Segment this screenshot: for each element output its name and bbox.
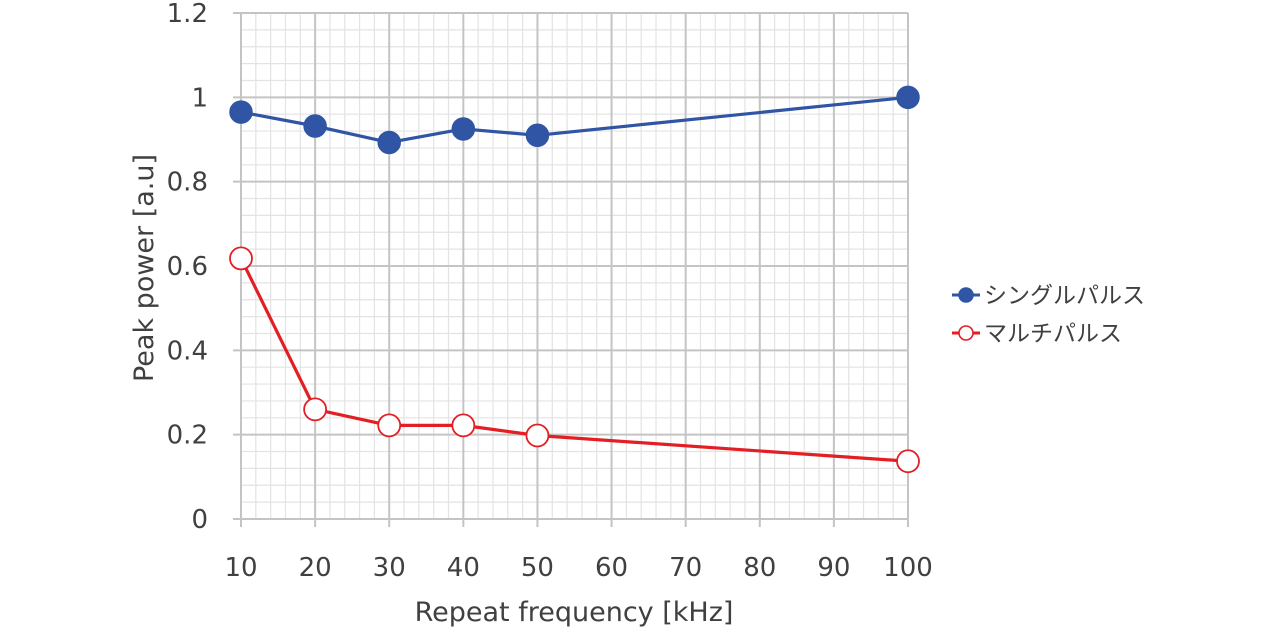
data-point: [377, 413, 402, 438]
x-tick-label: 90: [817, 553, 850, 583]
series-0: [229, 85, 920, 155]
y-tick-label: 0.2: [167, 421, 208, 451]
x-tick-label: 20: [299, 553, 332, 583]
x-axis-title: Repeat frequency [kHz]: [415, 597, 734, 628]
y-axis-tick-labels: 0 0.2 0.4 0.6 0.8 1 1.2: [167, 0, 208, 535]
series-layer: [229, 85, 920, 474]
x-tick-label: 100: [883, 553, 933, 583]
x-tick-label: 40: [447, 553, 480, 583]
data-point: [303, 114, 327, 138]
legend-label: シングルパルス: [984, 283, 1145, 309]
data-point: [525, 423, 550, 448]
x-tick-label: 50: [521, 553, 554, 583]
series-1: [229, 246, 920, 474]
data-point: [229, 100, 253, 124]
data-point: [303, 397, 328, 422]
data-point: [451, 413, 476, 438]
data-point: [525, 123, 550, 148]
legend-marker: [958, 325, 974, 341]
y-tick-label: 0.6: [167, 252, 208, 282]
y-tick-label: 0: [191, 505, 208, 535]
y-axis-title: Peak power [a.u]: [129, 154, 160, 382]
y-tick-label: 1: [191, 83, 208, 113]
data-point: [229, 246, 253, 271]
y-tick-label: 1.2: [167, 0, 208, 29]
x-axis-tick-labels: 10 20 30 40 50 60 70 80 90 100: [224, 553, 932, 583]
x-tick-label: 60: [595, 553, 628, 583]
x-tick-label: 30: [373, 553, 406, 583]
legend-item-0: シングルパルス: [952, 283, 1145, 309]
data-point: [896, 449, 920, 474]
x-tick-label: 80: [743, 553, 776, 583]
legend-item-1: マルチパルス: [952, 321, 1122, 347]
legend-label: マルチパルス: [984, 321, 1122, 347]
series-line: [239, 257, 909, 463]
y-tick-label: 0.4: [167, 336, 208, 366]
series-line: [240, 95, 909, 145]
x-tick-label: 10: [224, 553, 257, 583]
data-point: [377, 130, 401, 155]
data-point: [896, 85, 920, 110]
data-point: [451, 117, 476, 141]
y-tick-label: 0.8: [167, 168, 208, 198]
legend-marker: [958, 287, 974, 303]
major-grid: [233, 12, 909, 527]
x-tick-label: 70: [669, 553, 702, 583]
